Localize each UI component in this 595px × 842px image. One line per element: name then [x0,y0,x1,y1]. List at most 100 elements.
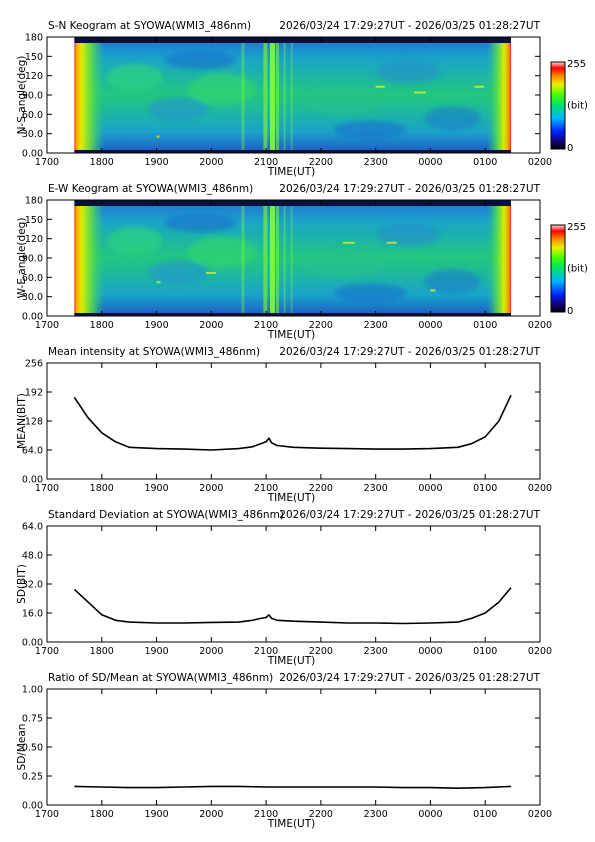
x-tick-label: 0100 [473,646,497,657]
keogram-texture-blob [424,106,481,131]
plot-frame [46,525,541,643]
keogram-texture-blob [334,283,407,302]
keogram-arc [474,85,485,88]
colorbar-unit-label: (bit) [567,264,588,275]
y-tick-label: 1.00 [22,685,43,696]
panel-time-range: 2026/03/24 17:29:27UT - 2026/03/25 01:28… [279,20,540,32]
x-tick-label: 2100 [254,157,278,168]
keogram-bottom-dark-band [74,313,511,316]
y-tick-label: 0.00 [22,149,43,160]
colorbar-min-label: 0 [567,143,573,154]
x-tick-label: 0000 [418,646,442,657]
chart-panel-3: Mean intensity at SYOWA(WMI3_486nm) 2026/… [16,346,552,504]
x-tick-label: 2000 [199,646,223,657]
keogram-bright-streak [241,43,245,150]
x-tick-label: 2300 [364,809,388,820]
colorbar-bar [550,61,566,150]
x-axis-label: TIME(UT) [267,818,316,830]
keogram-texture-blob [106,63,163,92]
panel-time-range: 2026/03/24 17:29:27UT - 2026/03/25 01:28… [279,346,540,358]
y-tick-label: 180 [25,33,43,44]
chart-panel-2: E-W Keogram at SYOWA(WMI3_486nm) 2026/03/… [16,183,588,341]
y-tick-label: 150 [25,215,43,226]
keogram-arc [386,241,397,244]
colorbar: 255 (bit) 0 [550,222,588,317]
keogram-bottom-dark-band [74,150,511,153]
panel-title: E-W Keogram at SYOWA(WMI3_486nm) [48,183,253,195]
keogram-texture-blob [376,222,441,247]
data-series-line [73,394,512,451]
data-series-line [73,587,512,625]
panels-layer: S-N Keogram at SYOWA(WMI3_486nm) 2026/03/… [16,20,588,830]
keogram-image [74,37,511,153]
y-tick-label: 120 [25,71,43,82]
x-tick-label: 2300 [364,157,388,168]
keogram-texture [106,51,481,139]
keogram-texture [106,214,481,302]
y-tick-label: 0.00 [22,801,43,812]
y-tick-label: 0.50 [22,743,43,754]
y-tick-label: 32.0 [22,580,43,591]
x-tick-label: 1700 [35,320,59,331]
panel-time-range: 2026/03/24 17:29:27UT - 2026/03/25 01:28… [279,183,540,195]
panel-title: Mean intensity at SYOWA(WMI3_486nm) [48,346,260,358]
panel-title: Standard Deviation at SYOWA(WMI3_486nm) [48,509,284,521]
chart-panel-1: S-N Keogram at SYOWA(WMI3_486nm) 2026/03/… [16,20,588,178]
x-tick-label: 0200 [528,809,552,820]
x-tick-label: 1900 [144,320,168,331]
y-axis-label: SD(BIT) [16,564,28,604]
y-tick-label: 0.00 [22,475,43,486]
y-tick-label: 60.0 [22,273,43,284]
colorbar: 255 (bit) 0 [550,59,588,154]
x-tick-label: 2300 [364,483,388,494]
y-tick-label: 128 [25,417,43,428]
x-tick-label: 2000 [199,320,223,331]
x-tick-label: 1700 [35,809,59,820]
keogram-texture-blob [424,269,481,294]
x-tick-label: 1700 [35,483,59,494]
x-axis-label: TIME(UT) [267,492,316,504]
y-tick-label: 0.00 [22,638,43,649]
x-tick-label: 1800 [90,157,114,168]
x-tick-label: 0200 [528,157,552,168]
x-tick-label: 2000 [199,157,223,168]
x-tick-label: 2200 [309,809,333,820]
x-tick-label: 2100 [254,646,278,657]
x-tick-label: 0000 [418,157,442,168]
keogram-arc [156,281,161,284]
x-tick-label: 1900 [144,483,168,494]
y-tick-label: 90.0 [22,91,43,102]
y-tick-label: 64.0 [22,446,43,457]
keogram-arc [430,289,436,292]
x-tick-label: 2000 [199,483,223,494]
keogram-start-edge [74,206,105,313]
colorbar-min-label: 0 [567,306,573,317]
keogram-texture-blob [164,51,237,70]
x-tick-label: 1900 [144,646,168,657]
data-series-line [74,785,512,790]
y-tick-label: 90.0 [22,254,43,265]
x-axis-label: TIME(UT) [267,655,316,667]
x-axis-label: TIME(UT) [267,329,316,341]
keogram-bright-streak [263,43,268,150]
keogram-arc [205,271,216,274]
keogram-texture-blob [164,214,237,233]
keogram-top-dark-band [74,200,511,206]
y-tick-label: 30.0 [22,292,43,303]
keogram-background [74,200,511,316]
keogram-arc [156,135,160,138]
panel-time-range: 2026/03/24 17:29:27UT - 2026/03/25 01:28… [279,509,540,521]
keogram-texture-blob [188,73,257,106]
x-tick-label: 2000 [199,809,223,820]
keogram-texture-blob [334,120,407,139]
colorbar-max-label: 255 [567,222,586,233]
x-tick-label: 1800 [90,320,114,331]
keogram-texture-blob [148,259,209,284]
keogram-arc [375,85,385,88]
x-tick-label: 1800 [90,483,114,494]
x-tick-label: 2100 [254,483,278,494]
keogram-top-dark-band [74,37,511,43]
x-tick-label: 0000 [418,320,442,331]
y-tick-label: 30.0 [22,129,43,140]
